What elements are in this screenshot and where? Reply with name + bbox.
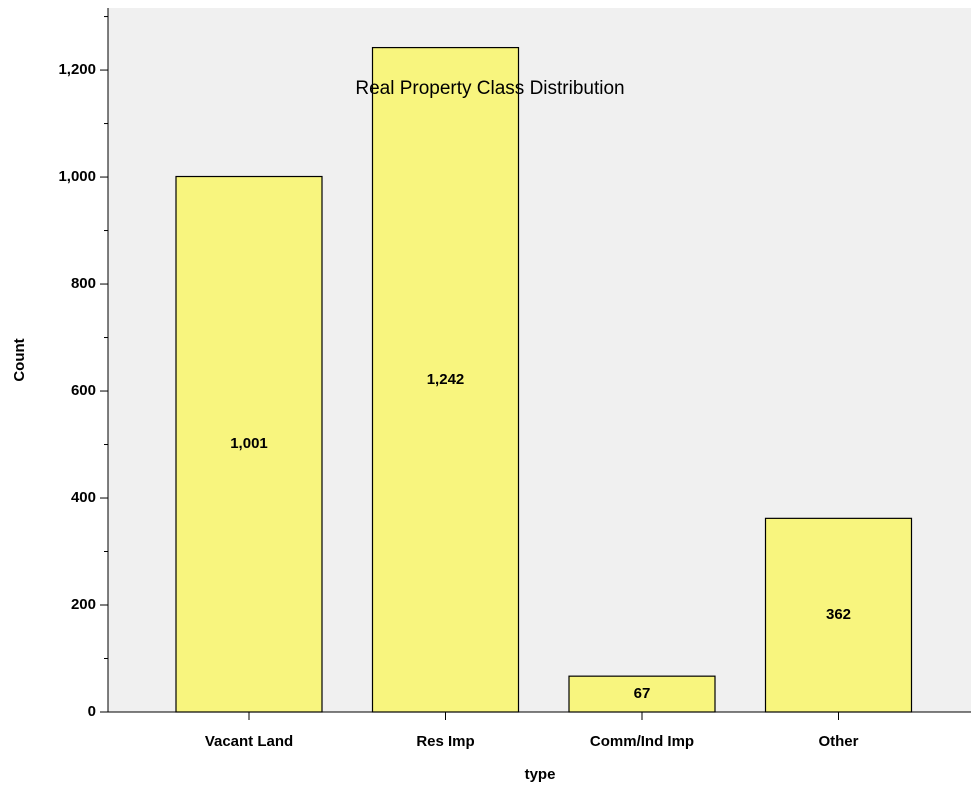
x-tick-label: Comm/Ind Imp	[590, 733, 694, 750]
y-tick-label: 600	[71, 382, 96, 399]
chart-title: Real Property Class Distribution	[355, 78, 624, 99]
y-tick-label: 800	[71, 275, 96, 292]
y-tick-label: 400	[71, 489, 96, 506]
x-tick-label: Other	[818, 733, 858, 750]
y-tick-label: 1,200	[58, 61, 96, 78]
data-label: 67	[634, 685, 651, 702]
x-tick-label: Vacant Land	[205, 733, 293, 750]
x-axis-label: type	[525, 766, 556, 783]
x-tick-label: Res Imp	[416, 733, 474, 750]
y-tick-label: 1,000	[58, 168, 96, 185]
bar	[175, 175, 323, 713]
bar	[568, 675, 716, 713]
y-axis-label: Count	[11, 338, 28, 381]
data-label: 1,001	[230, 435, 268, 452]
bar	[371, 46, 520, 713]
y-tick-label: 200	[71, 596, 96, 613]
bar	[764, 517, 913, 713]
y-tick-label: 0	[88, 703, 96, 720]
data-label: 1,242	[427, 371, 465, 388]
data-label: 362	[826, 606, 851, 623]
